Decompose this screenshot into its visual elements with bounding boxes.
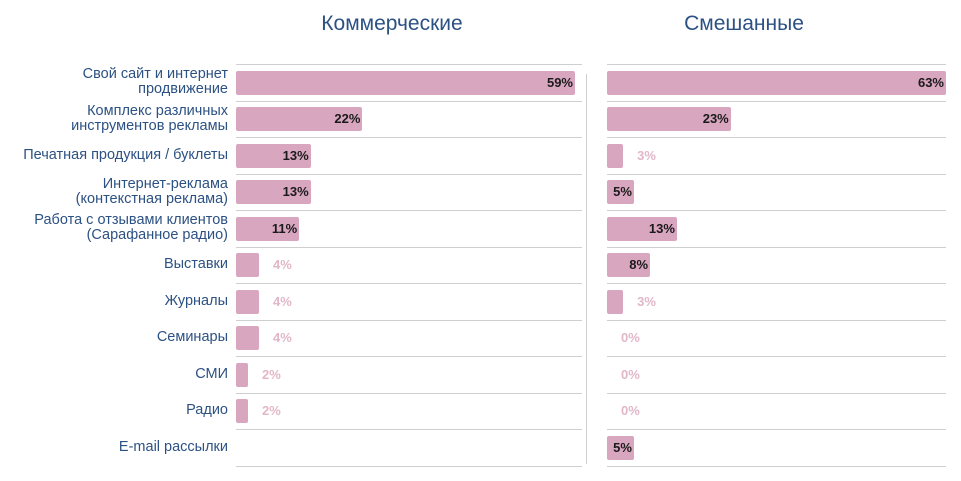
data-label: 22%: [334, 111, 361, 127]
grid-line: [236, 429, 582, 430]
grid-line: [236, 101, 582, 102]
bar-commercial: [236, 362, 248, 387]
category-label: Журналы: [164, 292, 228, 309]
data-label: 5%: [613, 439, 632, 455]
data-label: 63%: [917, 74, 944, 90]
bar-mixed: [607, 253, 651, 278]
data-label: 0%: [621, 366, 640, 382]
data-label: 3%: [637, 293, 656, 309]
bar-mixed: [607, 216, 677, 241]
category-label: Семинары: [156, 329, 228, 346]
grid-line: [607, 320, 946, 321]
bar-mixed: [607, 107, 731, 132]
grid-line: [607, 247, 946, 248]
grid-line: [607, 356, 946, 357]
data-label: 2%: [262, 366, 281, 382]
panel-title-mixed: Смешанные: [684, 12, 804, 35]
data-label: 3%: [637, 147, 656, 163]
grid-line: [236, 393, 582, 394]
grid-line: [236, 174, 582, 175]
data-label: 4%: [272, 257, 292, 273]
bar-commercial: [236, 399, 248, 424]
data-label: 4%: [272, 330, 292, 346]
grid-line: [236, 320, 582, 321]
data-label: 13%: [282, 147, 309, 163]
grid-line: [236, 64, 582, 65]
category-label: Свой сайт и интернет продвижение: [82, 66, 228, 98]
data-label: 11%: [271, 220, 298, 236]
data-label: 2%: [262, 403, 281, 419]
grid-line: [607, 64, 946, 65]
grid-line: [236, 466, 582, 467]
bar-commercial: [236, 253, 259, 278]
bar-mixed: [607, 143, 624, 168]
bar-mixed: [607, 180, 634, 205]
bar-mixed: [607, 289, 624, 314]
category-label: СМИ: [195, 365, 228, 382]
data-label: 13%: [282, 184, 309, 200]
grid-line: [236, 283, 582, 284]
bar-mixed: [607, 435, 634, 460]
data-label: 59%: [546, 74, 573, 90]
bar-commercial: [236, 326, 259, 351]
grid-line: [607, 393, 946, 394]
category-label: Интернет-реклама (контекстная реклама): [75, 175, 228, 207]
category-label: Радио: [186, 402, 228, 419]
bar-mixed: [607, 70, 946, 95]
category-label: E-mail рассылки: [118, 438, 228, 455]
panel-title-commercial: Коммерческие: [321, 12, 463, 35]
bar-commercial: [236, 216, 300, 241]
bar-commercial: [236, 143, 311, 168]
data-label: 0%: [621, 330, 640, 346]
bar-commercial: [236, 180, 311, 205]
bar-commercial: [236, 107, 363, 132]
category-label: Комплекс различных инструментов рекламы: [71, 102, 228, 134]
grid-line: [236, 247, 582, 248]
grid-line: [607, 283, 946, 284]
data-label: 8%: [629, 257, 649, 273]
grid-line: [607, 101, 946, 102]
category-label: Печатная продукция / буклеты: [23, 146, 228, 163]
grid-line: [236, 356, 582, 357]
grid-line: [607, 174, 946, 175]
grid-line: [236, 210, 582, 211]
bar-commercial: [236, 289, 259, 314]
category-label: Работа с отзывами клиентов (Сарафанное р…: [34, 212, 228, 244]
data-label: 0%: [621, 403, 640, 419]
grid-line: [607, 466, 946, 467]
grid-line: [607, 210, 946, 211]
grid-line: [607, 429, 946, 430]
grid-line: [236, 137, 582, 138]
bar-commercial: [236, 70, 575, 95]
data-label: 13%: [648, 220, 675, 236]
data-label: 5%: [613, 184, 632, 200]
data-label: 23%: [702, 111, 729, 127]
category-label: Выставки: [163, 256, 228, 273]
panel-separator: [586, 74, 587, 464]
grid-line: [607, 137, 946, 138]
data-label: 4%: [272, 293, 292, 309]
